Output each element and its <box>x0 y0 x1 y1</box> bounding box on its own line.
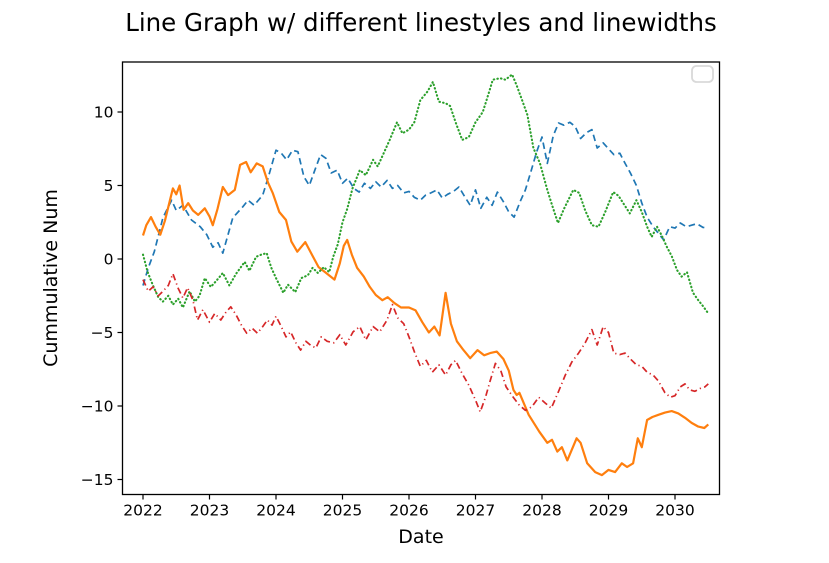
x-axis-label: Date <box>398 526 444 548</box>
y-tick-label: −10 <box>81 397 114 415</box>
y-tick-label: 0 <box>104 250 114 268</box>
y-tick-label: −5 <box>91 324 114 342</box>
series-blue-line <box>142 121 709 286</box>
x-tick-label: 2030 <box>655 502 694 520</box>
series-green-line <box>141 73 710 315</box>
legend-box <box>691 65 714 83</box>
y-tick-label: −15 <box>81 471 114 489</box>
y-tick-label: 10 <box>94 103 114 121</box>
x-tick-label: 2029 <box>589 502 628 520</box>
chart-title: Line Graph w/ different linestyles and l… <box>125 8 717 37</box>
x-tick-label: 2025 <box>323 502 362 520</box>
series-orange-line <box>141 160 710 477</box>
series-red-line <box>142 272 709 413</box>
y-tick-label: 5 <box>104 177 114 195</box>
x-tick-label: 2027 <box>456 502 495 520</box>
axes-spines <box>121 61 721 496</box>
x-tick-label: 2023 <box>190 502 229 520</box>
x-tick-label: 2028 <box>522 502 561 520</box>
x-tick-label: 2026 <box>389 502 428 520</box>
x-tick-label: 2024 <box>256 502 295 520</box>
x-tick-label: 2022 <box>123 502 162 520</box>
